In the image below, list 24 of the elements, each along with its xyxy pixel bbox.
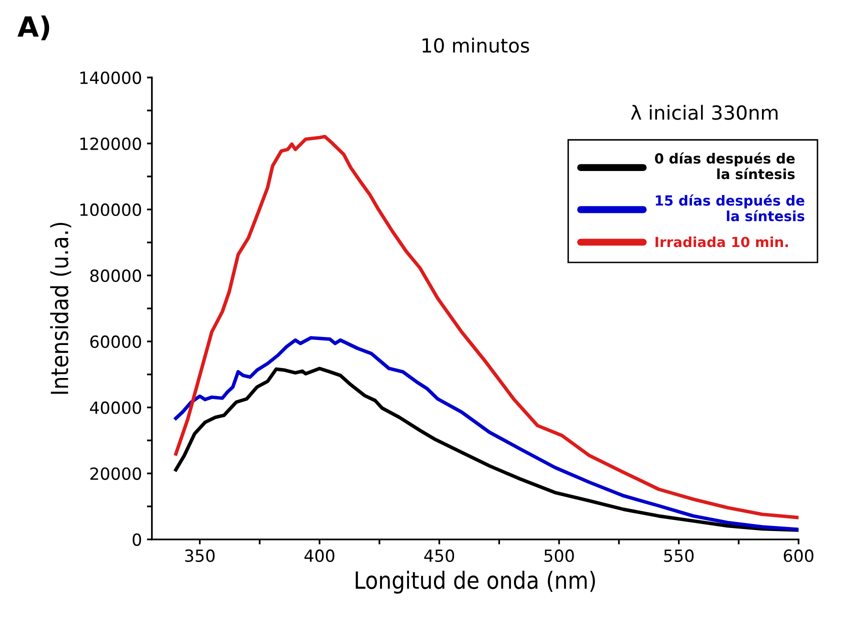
x-tick-label: 550 [664,549,694,562]
x-tick-label: 350 [185,549,215,562]
x-axis-title: Longitud de onda (nm) [356,570,595,594]
line-series [174,336,799,532]
legend-title: λ inicial 330nm [630,104,778,120]
y-tick-label: 80000 [90,269,142,282]
legend-label: 0 días después de la síntesis [654,152,795,180]
y-tick-label: 60000 [90,335,142,348]
y-tick-label: 40000 [90,401,142,414]
chart-title: 10 minutos [422,38,530,53]
legend-label: Irradiada 10 min. [656,236,788,248]
x-tick-label: 400 [304,549,334,562]
y-tick-label: 100000 [80,203,142,216]
line-series [174,366,799,532]
x-tick-label: 450 [424,549,454,562]
y-tick-label: 0 [132,533,142,546]
y-tick-label: 140000 [80,71,142,84]
x-tick-label: 500 [544,549,574,562]
text: A) [17,16,50,40]
x-tick-label: 600 [784,549,814,562]
y-axis-title: Intensidad (u.a.) [50,222,72,394]
y-tick-label: 20000 [90,467,142,480]
legend-label: 15 días después de la síntesis [656,194,804,222]
y-tick-label: 120000 [80,137,142,150]
